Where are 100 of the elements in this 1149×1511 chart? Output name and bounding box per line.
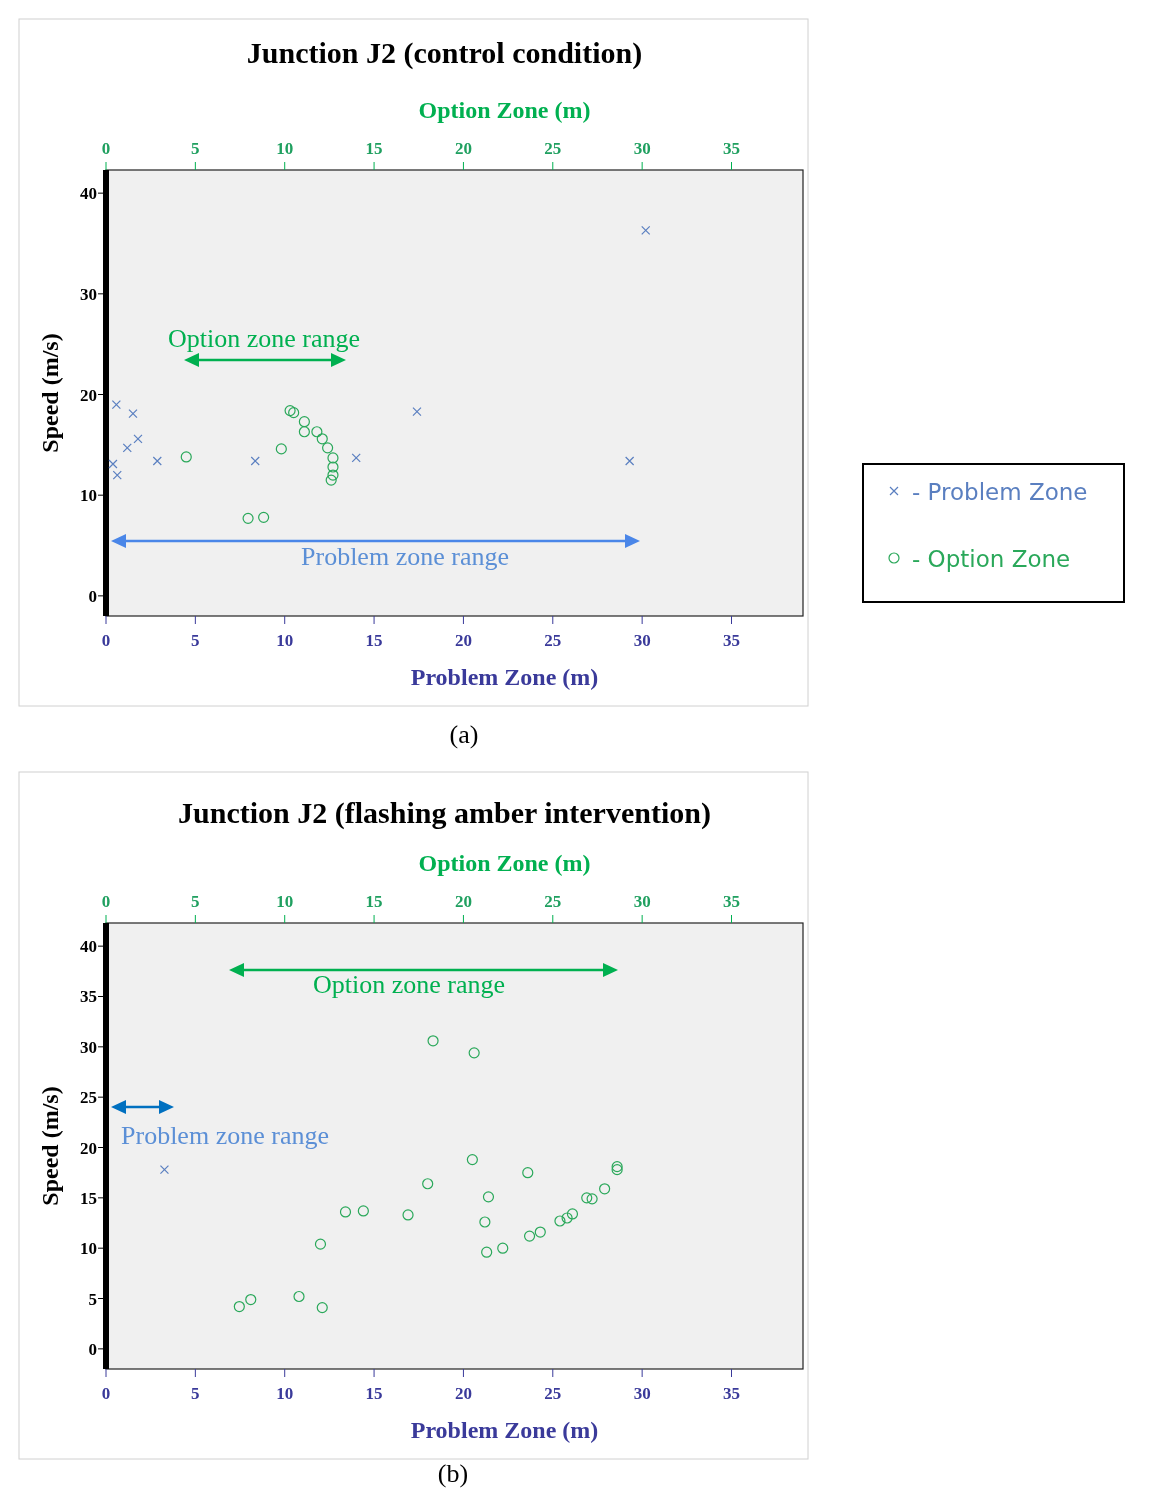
x2-tick-label: 10 xyxy=(276,1384,294,1403)
x-tick-label: 10 xyxy=(276,892,294,911)
point xyxy=(481,1246,493,1258)
point xyxy=(284,405,296,417)
point xyxy=(482,1191,495,1203)
point xyxy=(357,1205,369,1217)
chart-title: Junction J2 (flashing amber intervention) xyxy=(178,796,711,830)
x2-axis-title: Option Zone (m) xyxy=(418,850,591,876)
x-tick-label: 30 xyxy=(633,139,651,158)
point xyxy=(522,1167,534,1179)
x-tick-label: 20 xyxy=(454,139,472,158)
point xyxy=(128,409,138,419)
text: (b) xyxy=(437,1459,469,1488)
y-tick-label: 35 xyxy=(80,987,97,1007)
point xyxy=(586,1193,598,1205)
point xyxy=(180,451,192,463)
point xyxy=(112,470,122,480)
x-tick-label: 5 xyxy=(191,892,200,911)
point xyxy=(351,453,361,463)
point xyxy=(327,452,339,464)
point xyxy=(275,443,287,455)
x-tick-label: 10 xyxy=(276,139,294,158)
point xyxy=(111,399,121,410)
chart-title: Junction J2 (control condition) xyxy=(246,36,643,70)
x-tick-label: 20 xyxy=(454,892,472,911)
point xyxy=(250,456,260,466)
point xyxy=(599,1183,611,1195)
point xyxy=(554,1215,566,1227)
y-axis-title: Speed (m/s) xyxy=(37,1086,63,1206)
point xyxy=(641,225,651,236)
x-tick-label: 15 xyxy=(365,139,383,158)
point xyxy=(325,474,337,486)
point xyxy=(159,1165,170,1175)
point xyxy=(402,1209,414,1221)
point xyxy=(242,512,254,524)
x-tick-label: 30 xyxy=(633,892,651,911)
text: (a) xyxy=(449,720,479,749)
point xyxy=(534,1226,546,1238)
x-tick-label: 25 xyxy=(544,892,562,911)
point xyxy=(288,407,300,419)
x2-tick-label: 15 xyxy=(365,1384,383,1403)
point xyxy=(316,433,328,445)
y-tick-label: 40 xyxy=(80,937,97,957)
x2-tick-label: 25 xyxy=(544,1384,562,1403)
point xyxy=(523,1230,536,1242)
point xyxy=(311,426,323,438)
point xyxy=(422,1178,434,1190)
point xyxy=(497,1242,509,1254)
point xyxy=(327,461,339,473)
x-tick-label: 15 xyxy=(365,892,383,911)
y-tick-label: 15 xyxy=(80,1188,97,1208)
y-tick-label: 30 xyxy=(80,1037,97,1057)
annotation: Problem zone range xyxy=(121,1121,329,1150)
point xyxy=(479,1216,491,1228)
x-tick-label: 35 xyxy=(723,892,741,911)
x-tick-label: 25 xyxy=(544,139,562,158)
point xyxy=(133,434,143,444)
legend-label: - Option Zone xyxy=(912,546,1071,572)
x2-axis-title: Option Zone (m) xyxy=(418,97,591,123)
x2-tick-label: 5 xyxy=(191,1384,200,1403)
point xyxy=(314,1238,327,1250)
point xyxy=(427,1035,439,1047)
x2-tick-label: 15 xyxy=(365,631,383,650)
y-tick-label: 10 xyxy=(80,486,97,506)
x-axis-title: Problem Zone (m) xyxy=(410,1417,599,1443)
point xyxy=(298,426,310,438)
annotation: Option zone range xyxy=(167,324,361,353)
point xyxy=(108,459,118,469)
y-tick-label: 5 xyxy=(88,1289,97,1309)
x2-tick-label: 30 xyxy=(633,631,651,650)
x2-tick-label: 20 xyxy=(454,631,472,650)
point xyxy=(625,456,635,466)
point xyxy=(233,1300,245,1313)
annotation: Option zone range xyxy=(312,970,506,999)
x-tick-label: 5 xyxy=(191,139,200,158)
point xyxy=(122,443,132,453)
point xyxy=(293,1290,305,1303)
x2-tick-label: 5 xyxy=(191,631,200,650)
y-tick-label: 20 xyxy=(80,1138,97,1158)
y-tick-label: 0 xyxy=(88,586,97,606)
x2-tick-label: 30 xyxy=(633,1384,651,1403)
point xyxy=(152,456,162,466)
point xyxy=(466,1153,478,1166)
x2-tick-label: 25 xyxy=(544,631,562,650)
x-tick-label: 0 xyxy=(101,892,111,911)
y-tick-label: 25 xyxy=(80,1088,97,1108)
x2-tick-label: 35 xyxy=(723,631,741,650)
x2-tick-label: 10 xyxy=(276,631,294,650)
x2-tick-label: 0 xyxy=(101,1384,111,1403)
point xyxy=(327,469,339,481)
y-tick-label: 20 xyxy=(80,385,97,405)
x2-tick-label: 0 xyxy=(101,631,111,650)
point xyxy=(412,407,422,417)
x2-tick-label: 20 xyxy=(454,1384,472,1403)
point xyxy=(339,1206,352,1218)
legend-label: - Problem Zone xyxy=(912,479,1088,505)
annotation: Problem zone range xyxy=(301,542,509,571)
point xyxy=(566,1208,579,1220)
point xyxy=(316,1301,328,1314)
y-tick-label: 30 xyxy=(80,284,97,304)
